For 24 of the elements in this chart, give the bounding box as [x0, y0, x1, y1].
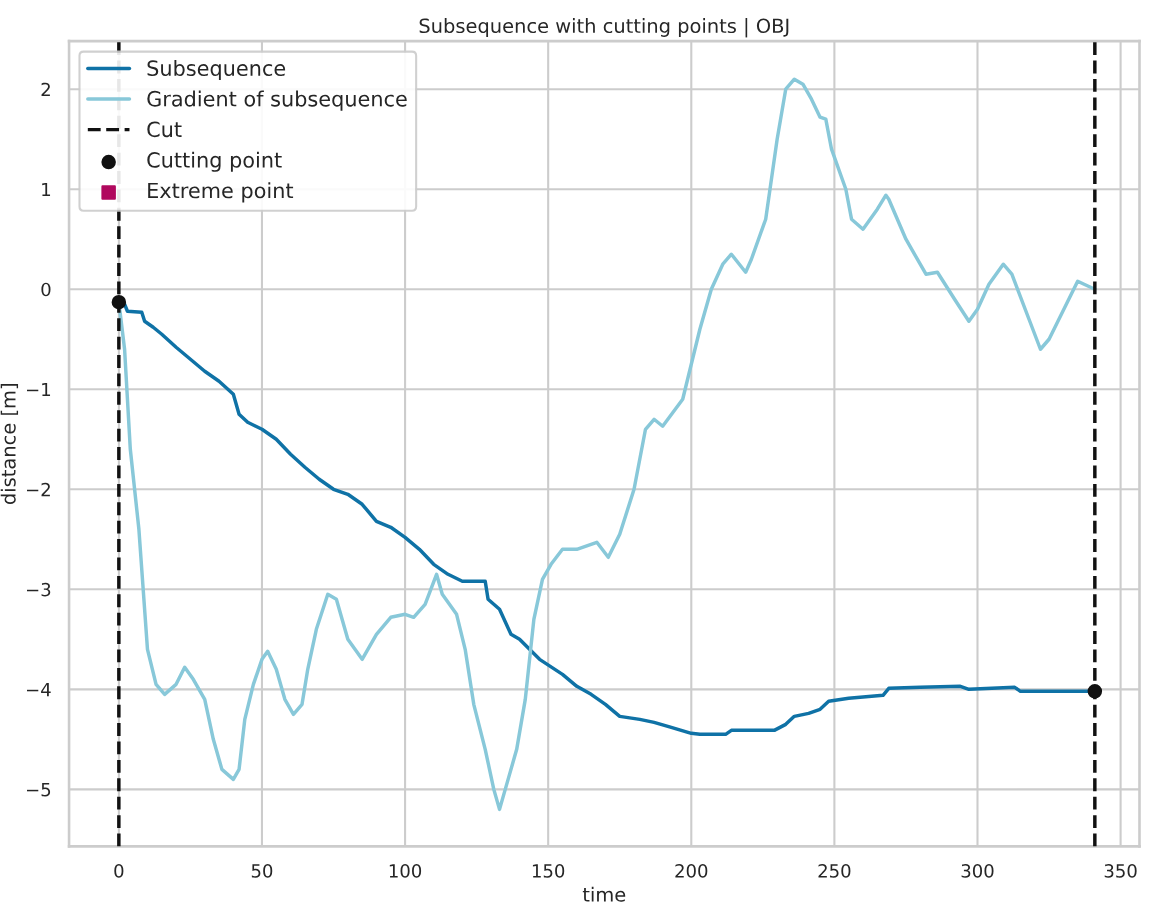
legend-label: Extreme point — [148, 182, 294, 203]
legend-label: Cutting point — [147, 151, 282, 172]
y-tick-label: −5 — [26, 783, 51, 797]
x-tick-label: 350 — [1104, 864, 1137, 878]
y-axis-title: distance [m] — [0, 384, 19, 505]
legend-label: Gradient of subsequence — [147, 90, 407, 111]
y-tick-label: 1 — [42, 182, 51, 197]
x-tick-label: 50 — [251, 864, 273, 878]
y-tick-label: −4 — [26, 683, 51, 697]
x-tick-label: 150 — [532, 864, 565, 878]
x-tick-label: 250 — [818, 864, 851, 878]
x-tick-label: 0 — [114, 864, 124, 878]
y-tick-label: −2 — [26, 482, 50, 497]
x-axis-title: time — [582, 886, 626, 902]
ref-line-label: Cut — [147, 121, 182, 138]
x-tick-label: 300 — [961, 864, 994, 878]
x-tick-label: 200 — [675, 864, 708, 878]
x-tick-label: 100 — [389, 864, 422, 878]
y-tick-label: −3 — [26, 582, 51, 597]
legend-label: Subsequence — [147, 59, 286, 81]
chart-title: Subsequence with cutting points | OBJ — [419, 17, 789, 38]
y-tick-label: −1 — [26, 382, 51, 397]
y-tick-label: 2 — [41, 82, 50, 97]
y-tick-label: 0 — [41, 282, 51, 297]
